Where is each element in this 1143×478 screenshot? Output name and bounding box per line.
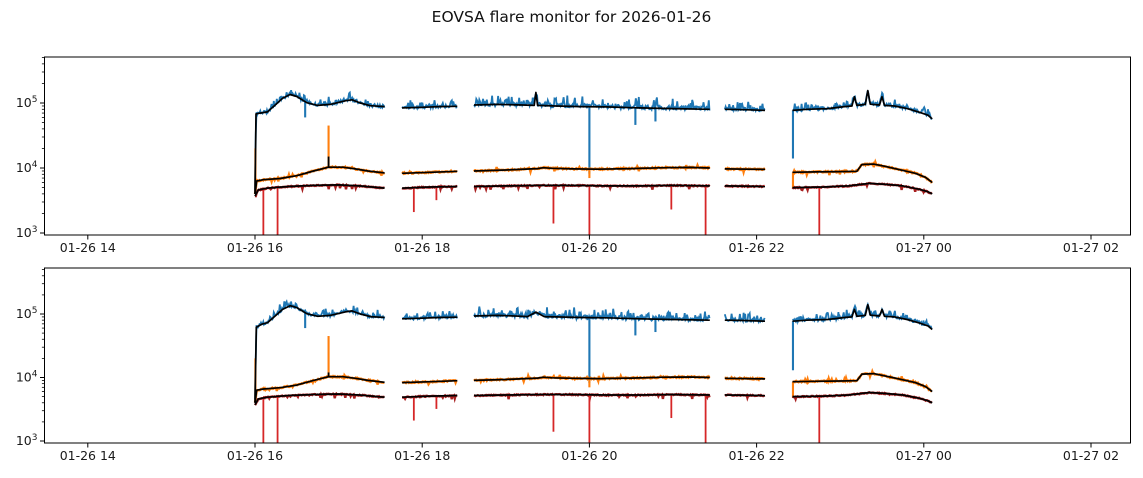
orange-band-median-line <box>473 376 710 382</box>
x-tick-label: 01-27 02 <box>1063 448 1119 463</box>
axes-spines <box>44 267 1131 444</box>
blue-band-median-line <box>724 108 766 112</box>
plot-area <box>253 299 933 443</box>
x-tick-label: 01-26 16 <box>227 448 283 463</box>
x-tick-label: 01-27 02 <box>1063 240 1119 255</box>
x-tick-label: 01-27 00 <box>896 240 952 255</box>
red-band-median-line <box>254 184 385 197</box>
orange-band-median-line <box>402 379 458 384</box>
red-band-median-line <box>254 393 385 406</box>
blue-band-median-line <box>792 303 933 331</box>
red-band-median-line <box>792 182 933 195</box>
orange-band-median-line <box>254 375 385 403</box>
blue-band-median-line <box>473 311 710 322</box>
blue-band-median-line <box>254 304 385 403</box>
red-band-median-line <box>792 391 933 404</box>
x-tick-label: 01-26 22 <box>728 448 784 463</box>
y-tick-label: 104 <box>16 160 38 175</box>
x-tick-label: 01-26 20 <box>561 240 617 255</box>
red-band-median-line <box>402 394 458 399</box>
blue-band-median-line <box>402 105 458 109</box>
x-tick-label: 01-27 00 <box>896 448 952 463</box>
orange-band-median-line <box>792 372 933 393</box>
blue-band-line <box>792 301 933 330</box>
x-tick-label: 01-26 22 <box>728 240 784 255</box>
blue-band-median-line <box>402 316 458 320</box>
blue-band-median-line <box>254 93 385 194</box>
orange-band-median-line <box>402 170 458 175</box>
chart-title: EOVSA flare monitor for 2026-01-26 <box>431 8 712 26</box>
orange-band-median-line <box>254 166 385 195</box>
blue-band-median-line <box>724 319 766 323</box>
orange-band-median-line <box>724 377 766 380</box>
x-tick-label: 01-26 18 <box>394 240 450 255</box>
orange-band-median-line <box>792 163 933 184</box>
blue-band-median-line <box>792 89 933 120</box>
red-band-median-line <box>402 185 458 189</box>
plot-area <box>253 89 933 235</box>
subplot-bottom: 01-26 14 01-26 16 01-26 18 01-26 20 01-26 22… <box>16 267 1131 463</box>
y-tick-label: 103 <box>16 433 38 448</box>
x-tick-label: 01-26 14 <box>60 240 116 255</box>
x-tick-label: 01-26 20 <box>561 448 617 463</box>
y-tick-label: 103 <box>16 225 38 240</box>
orange-band-median-line <box>473 166 710 172</box>
red-band-median-line <box>473 393 710 397</box>
x-tick-label: 01-26 16 <box>227 240 283 255</box>
y-tick-label: 105 <box>16 306 38 321</box>
red-band-median-line <box>724 394 766 397</box>
subplot-top: 01-26 14 01-26 16 01-26 18 01-26 20 01-26 22… <box>16 56 1131 255</box>
blue-band-median-line <box>473 91 710 111</box>
y-tick-label: 104 <box>16 370 38 385</box>
red-band-median-line <box>724 185 766 188</box>
orange-band-median-line <box>724 168 766 171</box>
red-band-median-line <box>473 184 710 188</box>
axes-spines <box>44 56 1131 236</box>
x-tick-label: 01-26 14 <box>60 448 116 463</box>
y-tick-label: 105 <box>16 95 38 110</box>
x-tick-label: 01-26 18 <box>394 448 450 463</box>
